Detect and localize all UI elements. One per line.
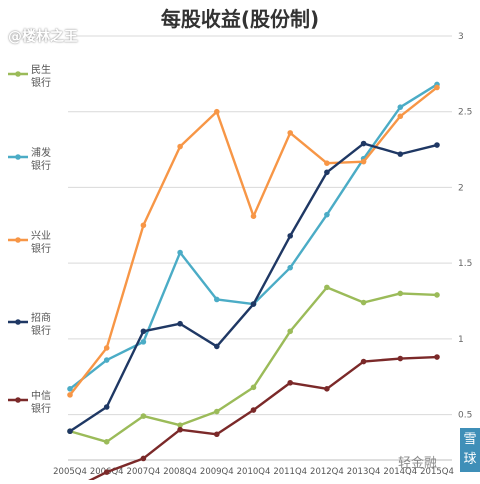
y-tick-label: 2 <box>458 183 464 193</box>
data-point <box>177 249 183 256</box>
data-point <box>324 386 330 392</box>
legend-label: 民生 <box>31 63 51 76</box>
data-point <box>140 328 147 335</box>
legend-marker <box>15 154 21 160</box>
data-point <box>103 469 110 475</box>
data-point <box>250 213 257 219</box>
x-tick-label: 2009Q4 <box>200 467 234 477</box>
data-point <box>250 384 257 391</box>
data-point <box>397 290 404 297</box>
data-point <box>287 328 294 335</box>
data-point <box>177 426 183 433</box>
data-point <box>360 140 367 147</box>
data-point <box>360 158 367 165</box>
data-point <box>140 455 147 462</box>
chart-title: 每股收益(股份制) <box>161 7 319 31</box>
data-point <box>397 151 404 157</box>
data-point <box>140 222 147 229</box>
data-point <box>103 357 110 363</box>
data-point <box>287 379 294 386</box>
y-tick-label: 0.5 <box>458 411 472 421</box>
data-point <box>324 169 330 176</box>
data-point <box>103 404 110 410</box>
data-point <box>103 439 110 445</box>
data-point <box>177 422 183 428</box>
legend-label: 中信 <box>31 389 51 402</box>
data-point <box>434 84 440 91</box>
legend-label-line2: 银行 <box>31 242 51 255</box>
data-point <box>214 296 220 303</box>
data-point <box>250 407 257 413</box>
data-point <box>214 108 220 115</box>
data-point <box>360 299 367 306</box>
legend-label-line2: 银行 <box>31 402 51 415</box>
data-point <box>214 408 220 415</box>
data-point <box>67 428 73 435</box>
data-point <box>67 386 73 392</box>
data-point <box>397 104 404 110</box>
x-tick-label: 2011Q4 <box>273 467 307 477</box>
x-tick-label: 2007Q4 <box>127 467 161 477</box>
watermark-author: @楼林之王 <box>8 29 78 45</box>
x-tick-label: 2005Q4 <box>53 467 87 477</box>
data-point <box>397 113 404 120</box>
data-point <box>287 233 294 239</box>
y-tick-label: 3 <box>458 32 464 42</box>
legend-label: 兴业 <box>31 230 51 242</box>
data-point <box>103 345 110 351</box>
data-point <box>140 339 147 345</box>
data-point <box>434 142 440 148</box>
data-point <box>434 292 440 298</box>
data-point <box>360 358 367 365</box>
data-point <box>177 143 183 150</box>
badge-char-2: 球 <box>463 452 477 467</box>
x-tick-label: 2015Q4 <box>420 467 454 477</box>
data-point <box>177 320 183 327</box>
legend-marker <box>15 397 21 403</box>
legend-marker <box>15 71 21 77</box>
x-tick-label: 2014Q4 <box>383 467 417 477</box>
watermark-source: 轻金融 <box>398 456 438 471</box>
data-point <box>214 431 220 438</box>
data-point <box>140 413 147 419</box>
legend-marker <box>15 237 21 243</box>
legend-label: 浦发 <box>31 146 51 159</box>
y-tick-label: 1.5 <box>458 259 472 269</box>
data-point <box>250 301 257 307</box>
badge-char-1: 雪 <box>463 432 477 447</box>
y-tick-label: 1 <box>458 335 464 345</box>
data-point <box>214 343 220 350</box>
data-point <box>287 264 294 271</box>
plot-area <box>68 36 452 460</box>
data-point <box>434 354 440 360</box>
data-point <box>324 211 330 218</box>
legend-marker <box>15 319 21 325</box>
x-tick-label: 2008Q4 <box>163 467 197 477</box>
x-tick-label: 2012Q4 <box>310 467 344 477</box>
data-point <box>287 130 294 136</box>
xueqiu-badge: 雪 球 <box>460 428 480 472</box>
x-tick-label: 2010Q4 <box>237 467 271 477</box>
data-point <box>324 284 330 291</box>
legend-label: 招商 <box>31 311 51 324</box>
y-tick-label: 2.5 <box>458 108 472 118</box>
legend-label-line2: 银行 <box>31 76 51 89</box>
x-tick-label: 2013Q4 <box>347 467 381 477</box>
legend-label-line2: 银行 <box>31 324 51 337</box>
data-point <box>324 160 330 166</box>
data-point <box>397 355 404 362</box>
legend-label-line2: 银行 <box>31 159 51 172</box>
data-point <box>67 392 73 398</box>
